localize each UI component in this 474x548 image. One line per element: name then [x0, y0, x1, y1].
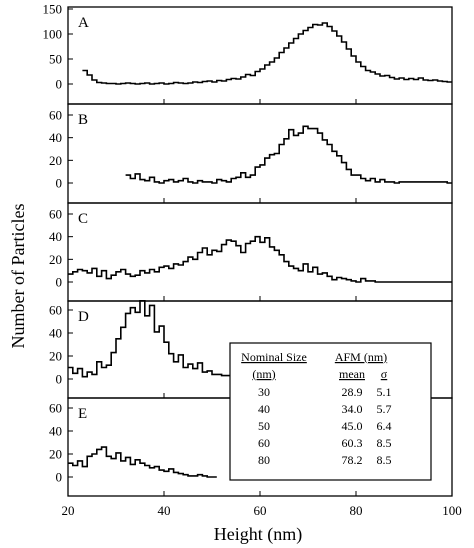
x-axis-label: Height (nm)	[214, 524, 302, 545]
y-tick-label-c: 20	[49, 252, 62, 267]
inset-row-nominal: 80	[258, 453, 270, 467]
panel-label-b: B	[78, 112, 88, 128]
x-tick-label: 20	[62, 503, 75, 518]
y-tick-label-c: 60	[49, 207, 62, 222]
y-tick-label-e: 40	[49, 424, 62, 439]
panel-c-frame	[67, 202, 453, 302]
x-tick-label: 60	[254, 503, 267, 518]
histogram-e	[68, 446, 217, 478]
inset-row-sigma: 8.5	[377, 436, 392, 450]
y-tick-label-d: 0	[56, 372, 63, 387]
y-tick-label-b: 0	[56, 176, 63, 191]
histogram-d	[68, 300, 241, 379]
inset-subheader-sigma: σ	[381, 367, 388, 381]
panel-label-a: A	[78, 15, 89, 31]
panel-label-c: C	[78, 211, 88, 227]
inset-subheader-mean: mean	[339, 367, 365, 381]
inset-row-sigma: 5.1	[377, 385, 392, 399]
panel-label-d: D	[78, 309, 89, 325]
y-tick-label-a: 50	[49, 52, 62, 67]
panel-b: 0 20 40 60 B	[49, 103, 453, 204]
panel-a-frame	[67, 6, 453, 105]
inset-row-mean: 60.3	[342, 436, 363, 450]
inset-table-border	[229, 342, 432, 481]
y-tick-label-a: 0	[56, 77, 63, 92]
inset-table: Nominal Size (nm) AFM (nm) mean σ 30 28.9…	[229, 342, 432, 481]
y-tick-label-d: 60	[49, 303, 62, 318]
histogram-b	[125, 125, 452, 184]
histogram-c	[68, 235, 452, 283]
y-tick-label-e: 0	[56, 470, 63, 485]
inset-row-nominal: 50	[258, 419, 270, 433]
y-tick-label-b: 60	[49, 108, 62, 123]
inset-row-sigma: 8.5	[377, 453, 392, 467]
x-tick-label: 100	[442, 503, 462, 518]
y-tick-label-b: 40	[49, 130, 62, 145]
inset-header-nominal-unit: (nm)	[252, 367, 275, 381]
inset-row-mean: 45.0	[342, 419, 363, 433]
y-tick-label-a: 150	[43, 2, 63, 17]
inset-row-mean: 28.9	[342, 385, 363, 399]
panel-c: 0 20 40 60 C	[49, 202, 453, 302]
panel-b-frame	[67, 103, 453, 204]
inset-header-nominal: Nominal Size	[241, 350, 307, 364]
y-tick-label-a: 100	[43, 27, 63, 42]
inset-row-sigma: 5.7	[377, 402, 392, 416]
inset-row-mean: 78.2	[342, 453, 363, 467]
inset-header-afm: AFM (nm)	[335, 350, 387, 364]
x-tick-label: 40	[158, 503, 171, 518]
inset-row-nominal: 60	[258, 436, 270, 450]
panel-label-e: E	[78, 406, 87, 422]
y-tick-label-e: 60	[49, 401, 62, 416]
inset-row-sigma: 6.4	[377, 419, 392, 433]
y-tick-label-c: 40	[49, 229, 62, 244]
y-axis-label: Number of Particles	[8, 204, 28, 349]
panels-layer: 0 50 100 150 A 0 20 40 60 B 0 20 40 60 C 0 20 40 60 D 0 20 40 6…	[43, 2, 462, 519]
panel-a: 0 50 100 150 A	[43, 2, 453, 105]
x-tick-label: 80	[350, 503, 363, 518]
y-tick-label-b: 20	[49, 153, 62, 168]
inset-row-nominal: 40	[258, 402, 270, 416]
y-tick-label-c: 0	[56, 275, 63, 290]
inset-table-rows: 30 28.9 5.1 40 34.0 5.7 50 45.0 6.4 60 60.3 8.5 80 78…	[258, 385, 392, 467]
inset-row-mean: 34.0	[342, 402, 363, 416]
y-tick-label-e: 20	[49, 447, 62, 462]
inset-row-nominal: 30	[258, 385, 270, 399]
histogram-a	[82, 22, 452, 85]
y-tick-label-d: 40	[49, 326, 62, 341]
y-tick-label-d: 20	[49, 349, 62, 364]
